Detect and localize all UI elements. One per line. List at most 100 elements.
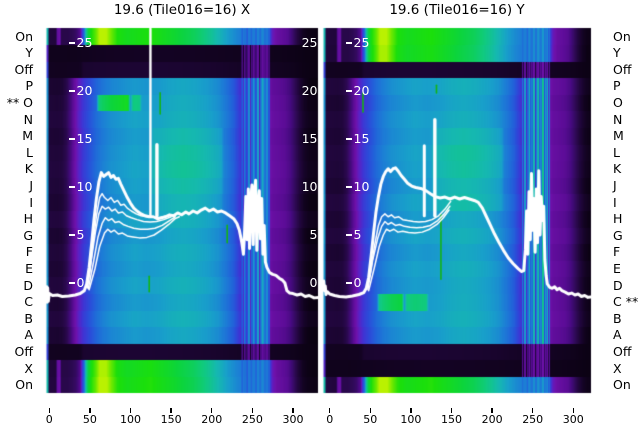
- row-label-right-O-4: O: [613, 95, 623, 110]
- y-tick-edge-label-p0-15: 15: [301, 131, 318, 146]
- row-label-right-D-15: D: [613, 277, 623, 293]
- y-tick-dash-p1-5: [345, 234, 352, 236]
- x-tick-label-p0-150: 150: [160, 413, 182, 426]
- row-label-right-K-8: K: [613, 161, 622, 177]
- row-label-right-N-5: N: [613, 111, 623, 127]
- y-tick-label-p0-0: 0: [76, 275, 85, 290]
- row-label-left-C-16: C: [24, 294, 33, 310]
- row-label-left-N-5: N: [23, 111, 33, 127]
- row-label-right-E-14: E: [613, 261, 621, 276]
- x-tick-mark-p1-50: [369, 408, 371, 413]
- y-tick-dash-p1-25: [345, 42, 352, 44]
- x-tick-label-p1-100: 100: [400, 413, 422, 426]
- y-tick-dash-p0-15: [68, 138, 75, 140]
- row-label-right-I-10: I: [613, 194, 617, 210]
- row-label-left-G-12: G: [23, 227, 33, 243]
- y-tick-label-p1-20: 20: [353, 83, 370, 98]
- y-tick-label-p1-10: 10: [353, 179, 370, 194]
- x-tick-mark-p1-200: [491, 408, 493, 413]
- y-tick-label-p1-5: 5: [353, 227, 362, 242]
- x-tick-label-p1-50: 50: [363, 413, 378, 426]
- x-tick-mark-p0-250: [251, 408, 254, 413]
- row-label-left-H-11: H: [23, 211, 33, 227]
- y-tick-dash-p0-25: [68, 42, 75, 44]
- y-tick-label-p0-5: 5: [76, 227, 85, 242]
- y-tick-edge-label-p0-0: 0: [309, 275, 318, 290]
- x-tick-mark-p0-50: [89, 408, 91, 413]
- left-panel-title: 19.6 (Tile016=16) X: [113, 2, 251, 18]
- y-tick-dash-p0-0: [68, 282, 75, 284]
- row-label-right-M-6: M: [613, 128, 624, 144]
- row-label-right-On-21: On: [613, 377, 631, 393]
- x-tick-label-p1-0: 0: [326, 413, 334, 426]
- y-tick-edge-label-p0-5: 5: [309, 227, 318, 242]
- row-label-right-X-20: X: [613, 360, 622, 376]
- y-tick-label-p0-20: 20: [76, 83, 93, 98]
- row-label-right-L-7: L: [613, 144, 620, 160]
- row-label-left-Off-2: Off: [14, 61, 33, 77]
- row-label-right-F-13: F: [613, 244, 621, 260]
- row-label-right-H-11: H: [613, 211, 623, 227]
- row-label-right-Off-19: Off: [613, 344, 632, 359]
- y-tick-label-p1-25: 25: [353, 35, 370, 50]
- right-panel-title: 19.6 (Tile016=16) Y: [389, 2, 525, 18]
- row-label-right-On-0: On: [613, 28, 631, 44]
- x-tick-mark-p1-100: [410, 408, 412, 413]
- row-label-left-A-18: A: [24, 327, 33, 343]
- row-label-right-A-18: A: [613, 327, 622, 343]
- row-label-left-I-10: I: [29, 194, 33, 210]
- row-label-right-C-16: C **: [613, 294, 639, 310]
- y-tick-label-p0-25: 25: [76, 35, 93, 50]
- row-label-left-M-6: M: [22, 128, 33, 144]
- y-tick-label-p1-0: 0: [353, 275, 362, 290]
- x-tick-label-p1-150: 150: [441, 413, 462, 426]
- row-label-right-Y-1: Y: [613, 45, 621, 61]
- x-tick-mark-p1-250: [532, 408, 534, 413]
- x-tick-label-p0-0: 0: [45, 413, 53, 426]
- x-tick-mark-p1-300: [572, 408, 574, 413]
- x-tick-mark-p1-0: [329, 408, 331, 413]
- row-label-right-G-12: G: [613, 227, 623, 243]
- x-tick-label-p1-200: 200: [481, 413, 503, 426]
- row-label-left-X-20: X: [24, 360, 33, 376]
- y-tick-dash-p1-15: [345, 138, 352, 140]
- y-tick-edge-label-p0-25: 25: [301, 35, 318, 50]
- y-tick-dash-p0-10: [68, 186, 75, 188]
- x-tick-mark-p0-0: [48, 408, 50, 413]
- x-tick-label-p0-300: 300: [282, 413, 304, 426]
- row-label-right-B-17: B: [613, 310, 622, 326]
- row-label-right-J-9: J: [613, 178, 617, 193]
- row-label-left-O-4: ** O: [6, 95, 33, 110]
- x-tick-mark-p0-200: [211, 408, 213, 413]
- row-label-left-On-0: On: [15, 28, 33, 44]
- x-tick-label-p0-250: 250: [241, 413, 263, 426]
- row-label-left-P-3: P: [25, 78, 33, 94]
- row-label-left-F-13: F: [25, 244, 33, 260]
- y-tick-label-p0-15: 15: [76, 131, 93, 146]
- y-tick-dash-p0-20: [68, 90, 75, 92]
- row-label-left-E-14: E: [25, 261, 33, 276]
- x-tick-label-p0-200: 200: [201, 413, 223, 426]
- row-label-right-P-3: P: [613, 78, 621, 94]
- y-tick-dash-p1-0: [345, 282, 352, 284]
- x-tick-label-p0-50: 50: [82, 413, 97, 426]
- row-label-left-L-7: L: [26, 144, 33, 160]
- row-label-left-Off-19: Off: [14, 344, 33, 359]
- row-label-left-On-21: On: [15, 377, 33, 393]
- row-label-left-Y-1: Y: [25, 45, 33, 61]
- x-tick-label-p0-100: 100: [120, 413, 142, 426]
- y-tick-edge-label-p0-10: 10: [301, 179, 318, 194]
- row-label-left-B-17: B: [24, 310, 33, 326]
- row-label-right-Off-2: Off: [613, 61, 632, 77]
- y-tick-dash-p1-20: [345, 90, 352, 92]
- x-tick-mark-p0-150: [170, 408, 172, 413]
- y-tick-label-p0-10: 10: [76, 179, 93, 194]
- row-label-left-D-15: D: [23, 277, 33, 293]
- x-tick-label-p1-250: 250: [522, 413, 544, 426]
- x-tick-mark-p0-300: [292, 408, 294, 413]
- x-tick-mark-p1-150: [450, 408, 453, 413]
- row-label-left-J-9: J: [29, 178, 33, 193]
- x-tick-label-p1-300: 300: [562, 413, 584, 426]
